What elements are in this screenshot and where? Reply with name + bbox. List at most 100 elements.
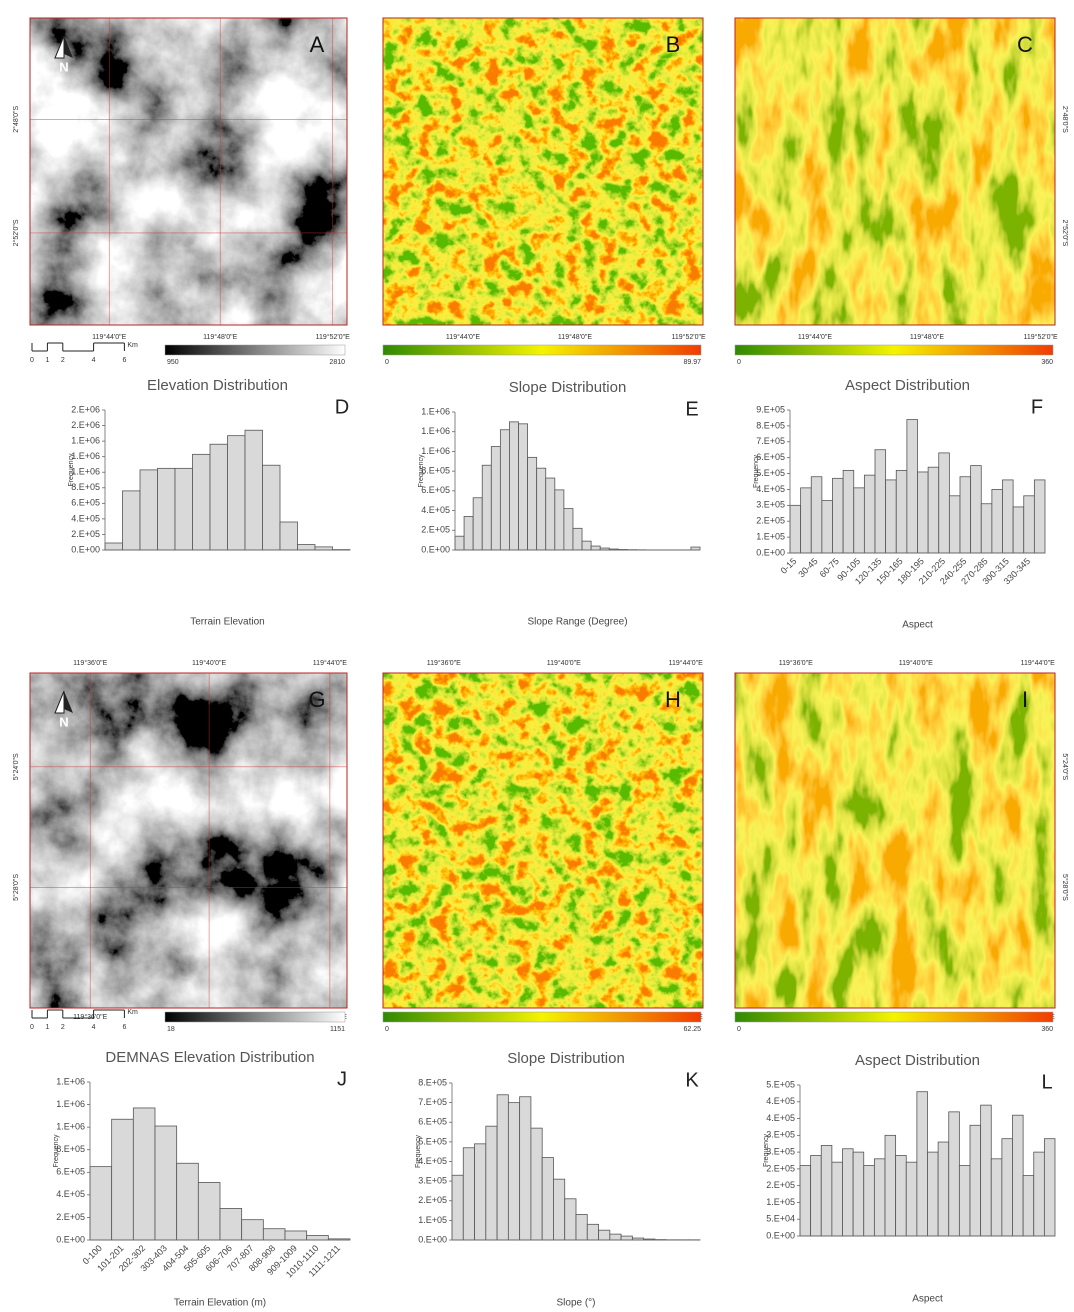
- y-tick-label: 1.E+06: [421, 446, 450, 456]
- y-tick-label: 1.E+06: [71, 467, 100, 477]
- y-tick-label: 1.E+06: [421, 406, 450, 416]
- bar: [832, 1162, 843, 1236]
- map-raster: [383, 673, 703, 1008]
- map-y-label: 2°48'0"S: [12, 106, 20, 133]
- panel-letter: E: [685, 398, 698, 420]
- bar: [486, 1126, 497, 1240]
- chart-title: Slope Distribution: [509, 379, 627, 396]
- y-tick-label: 0.E+00: [56, 1234, 85, 1244]
- bar: [599, 1230, 610, 1240]
- y-tick-label: 1.E+06: [56, 1122, 85, 1132]
- bar: [473, 498, 482, 550]
- y-tick-label: 4.E+05: [421, 505, 450, 515]
- bar: [691, 547, 700, 550]
- legend-min: 0: [737, 1026, 741, 1033]
- map-x-label: 119°36'0"E: [73, 659, 107, 667]
- bar: [864, 1166, 875, 1236]
- y-tick-label: 5.E+04: [766, 1214, 795, 1224]
- bar: [610, 1234, 621, 1240]
- panel-letter: F: [1031, 396, 1043, 418]
- x-axis-label: Slope (°): [556, 1298, 595, 1309]
- scale-unit: Km: [127, 342, 138, 349]
- bar: [928, 467, 939, 553]
- map-y-label: 2°48'0"S: [1061, 106, 1069, 133]
- scale-unit: Km: [127, 1009, 138, 1016]
- chart-title: Aspect Distribution: [845, 377, 970, 394]
- y-tick-label: 0.E+00: [418, 1234, 447, 1244]
- legend-min: 18: [167, 1026, 175, 1033]
- y-tick-label: 4.E+05: [56, 1189, 85, 1199]
- map-raster: [735, 18, 1055, 325]
- bar: [177, 1163, 199, 1240]
- y-tick-label: 8.E+05: [56, 1144, 85, 1154]
- legend-min: 950: [167, 359, 179, 366]
- bar: [970, 1125, 981, 1236]
- legend-max: 89.97: [683, 359, 701, 366]
- bar: [843, 1149, 854, 1236]
- map-x-label: 119°36'0"E: [73, 1013, 107, 1021]
- x-tick-label: 0-15: [779, 556, 799, 576]
- scale-label: 1: [45, 1024, 49, 1031]
- bar: [582, 541, 591, 550]
- bar: [158, 468, 176, 550]
- map-x-label: 119°44'0"E: [313, 659, 347, 667]
- y-tick-label: 8.E+05: [418, 1077, 447, 1087]
- bar: [587, 1224, 598, 1240]
- bar: [491, 447, 500, 551]
- bar: [242, 1220, 264, 1240]
- bar: [263, 1229, 285, 1240]
- y-tick-label: 1.E+05: [766, 1197, 795, 1207]
- bar: [928, 1152, 939, 1236]
- bar: [573, 528, 582, 550]
- bar: [843, 470, 854, 553]
- bar: [285, 1231, 307, 1240]
- panel-letter: K: [685, 1069, 699, 1091]
- y-tick-label: 4.E+05: [766, 1096, 795, 1106]
- bar: [528, 457, 537, 550]
- bar: [90, 1167, 112, 1240]
- y-tick-label: 2.E+06: [71, 420, 100, 430]
- scale-label: 6: [122, 1024, 126, 1031]
- bar: [520, 1097, 531, 1240]
- bar: [245, 430, 263, 550]
- bar: [790, 505, 801, 553]
- map-x-label: 119°36'0"E: [427, 659, 461, 667]
- y-tick-label: 0.E+00: [71, 544, 100, 554]
- bar: [198, 1182, 220, 1240]
- bar: [500, 430, 509, 550]
- map-y-label: 2°52'0"S: [12, 219, 20, 246]
- bar: [591, 546, 600, 550]
- bar: [537, 468, 546, 550]
- map-x-label: 119°44'0"E: [669, 659, 703, 667]
- bar: [307, 1235, 329, 1240]
- y-tick-label: 1.E+06: [56, 1076, 85, 1086]
- map-raster: [383, 18, 703, 325]
- y-tick-label: 7.E+05: [756, 436, 785, 446]
- x-axis-label: Aspect: [912, 1294, 943, 1305]
- bar: [938, 1142, 949, 1236]
- y-tick-label: 6.E+05: [71, 498, 100, 508]
- bar: [1013, 1115, 1024, 1236]
- x-axis-label: Terrain Elevation: [190, 617, 264, 628]
- y-tick-label: 8.E+05: [421, 466, 450, 476]
- bar: [959, 1166, 970, 1236]
- y-tick-label: 6.E+05: [418, 1117, 447, 1127]
- legend-bar: [165, 1012, 345, 1022]
- bar: [175, 468, 193, 550]
- bar: [210, 444, 228, 550]
- map-x-label: 119°48'0"E: [203, 333, 237, 341]
- map-letter: H: [665, 687, 681, 712]
- legend-max: 1151: [330, 1026, 345, 1033]
- y-tick-label: 6.E+05: [56, 1167, 85, 1177]
- y-tick-label: 2.E+05: [71, 529, 100, 539]
- y-tick-label: 5.E+05: [756, 468, 785, 478]
- legend-bar: [735, 1012, 1053, 1022]
- map-x-label: 119°44'0"E: [1021, 659, 1055, 667]
- y-tick-label: 1.E+06: [421, 426, 450, 436]
- y-tick-label: 8.E+05: [756, 420, 785, 430]
- map-letter: B: [666, 32, 681, 57]
- bar: [918, 472, 929, 553]
- map-letter: I: [1022, 687, 1028, 712]
- map-x-label: 119°36'0"E: [779, 659, 813, 667]
- bar: [949, 1112, 960, 1236]
